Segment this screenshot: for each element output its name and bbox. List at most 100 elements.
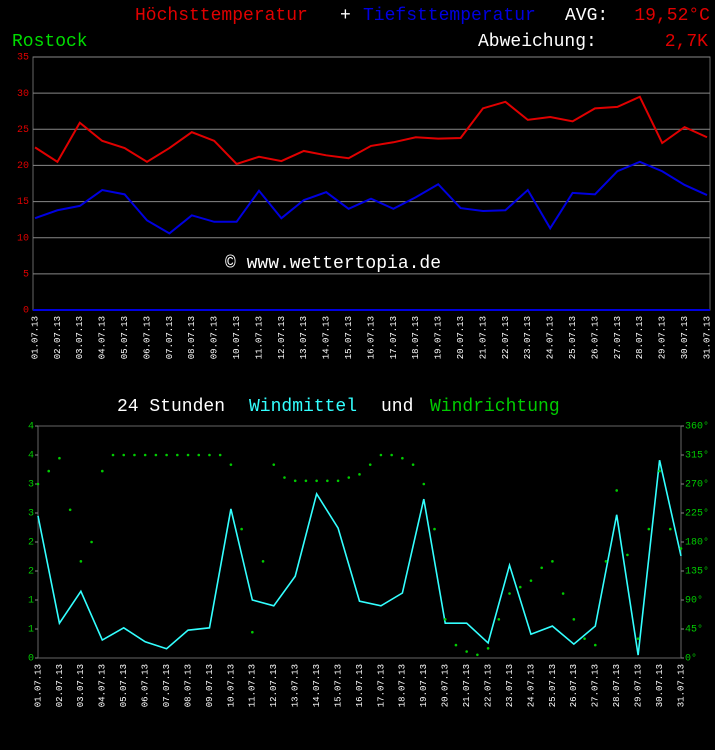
direction-dot: [615, 489, 618, 492]
direction-dot: [154, 453, 158, 457]
direction-dot: [165, 453, 168, 457]
x-tick-label: 25.07.13: [548, 664, 558, 707]
x-tick-label: 01.07.13: [30, 316, 40, 359]
x-tick-label: 08.07.13: [183, 664, 193, 707]
direction-dot: [47, 469, 51, 473]
direction-dot: [658, 469, 661, 473]
direction-dot: [208, 453, 211, 457]
y-tick-label: 15: [17, 197, 29, 208]
series-line: [34, 95, 708, 166]
x-tick-label: 01.07.13: [33, 664, 43, 707]
x-tick-label: 08.07.13: [187, 316, 197, 359]
y-tick-label: 1: [28, 625, 34, 636]
x-tick-label: 15.07.13: [344, 316, 354, 359]
direction-dot: [368, 463, 372, 466]
y-tick-label: 20: [17, 161, 29, 172]
direction-dot: [347, 476, 351, 479]
plot-frame: [37, 425, 682, 659]
y-tick-label: 4: [28, 422, 34, 433]
direction-dot: [379, 453, 383, 457]
direction-dot: [358, 473, 361, 476]
avg-value: 19,52°C: [634, 6, 710, 26]
direction-dot: [122, 453, 126, 457]
direction-dot: [508, 592, 511, 595]
y-tick-label: 2: [28, 538, 34, 549]
legend-label: Tiefsttemperatur: [363, 6, 536, 26]
x-tick-label: 16.07.13: [366, 316, 376, 359]
y2-tick-label: 90°: [685, 595, 703, 607]
direction-dot: [454, 643, 458, 647]
direction-dot: [636, 637, 640, 640]
x-tick-label: 22.07.13: [501, 316, 511, 359]
direction-dot: [272, 463, 276, 466]
y-tick-label: 35: [17, 53, 29, 64]
direction-dot: [283, 476, 286, 479]
legend-label: Höchsttemperatur: [135, 6, 308, 26]
y2-tick-label: 135°: [685, 566, 709, 578]
direction-dot: [561, 592, 565, 595]
direction-dot: [68, 508, 72, 512]
x-tick-label: 20.07.13: [441, 664, 451, 707]
x-tick-label: 31.07.13: [676, 664, 686, 707]
direction-dot: [401, 456, 404, 460]
y-tick-label: 1: [28, 596, 34, 607]
x-tick-label: 16.07.13: [355, 664, 365, 707]
direction-dot: [304, 479, 308, 483]
y2-tick-label: 0°: [685, 653, 697, 665]
x-tick-label: 10.07.13: [226, 664, 236, 707]
direction-dot: [604, 560, 608, 563]
series-line: [37, 460, 682, 656]
x-tick-label: 06.07.13: [141, 664, 151, 707]
x-tick-label: 06.07.13: [142, 316, 152, 359]
x-tick-label: 24.07.13: [546, 316, 556, 359]
x-tick-label: 11.07.13: [248, 664, 258, 707]
x-tick-label: 03.07.13: [76, 664, 86, 707]
direction-dot: [443, 618, 447, 621]
x-tick-label: 05.07.13: [119, 664, 129, 707]
direction-dot: [540, 566, 543, 570]
y-tick-label: 25: [17, 125, 29, 136]
direction-dot: [551, 560, 554, 563]
x-tick-label: 21.07.13: [462, 664, 472, 707]
direction-dot: [315, 479, 318, 483]
direction-dot: [58, 456, 61, 460]
x-tick-label: 19.07.13: [434, 316, 444, 359]
x-tick-label: 26.07.13: [569, 664, 579, 707]
title-join: und: [381, 397, 413, 417]
x-tick-label: 03.07.13: [75, 316, 85, 359]
direction-dot: [176, 453, 179, 457]
x-tick-label: 28.07.13: [635, 316, 645, 359]
x-tick-label: 14.07.13: [322, 316, 332, 359]
y2-tick-label: 315°: [685, 450, 709, 462]
x-tick-label: 23.07.13: [523, 316, 533, 359]
x-tick-label: 27.07.13: [591, 664, 601, 707]
direction-dot: [433, 527, 436, 531]
direction-dot: [626, 553, 629, 557]
y2-tick-label: 270°: [685, 479, 709, 491]
x-tick-label: 09.07.13: [210, 316, 220, 359]
x-tick-label: 02.07.13: [53, 316, 63, 359]
y2-tick-label: 180°: [685, 537, 709, 549]
y-tick-label: 2: [28, 567, 34, 578]
y-tick-label: 4: [28, 451, 34, 462]
x-tick-label: 23.07.13: [505, 664, 515, 707]
direction-dot: [336, 479, 340, 483]
x-tick-label: 17.07.13: [376, 664, 386, 707]
direction-dot: [186, 453, 190, 457]
x-tick-label: 25.07.13: [568, 316, 578, 359]
y-tick-label: 30: [17, 89, 29, 100]
direction-dot: [261, 560, 265, 563]
y-tick-label: 10: [17, 233, 29, 244]
chart-title: 24 Stunden: [117, 397, 225, 417]
direction-dot: [218, 453, 222, 457]
x-tick-label: 20.07.13: [456, 316, 466, 359]
y-tick-label: 3: [28, 480, 34, 491]
direction-dot: [593, 643, 597, 647]
direction-dot: [679, 547, 683, 550]
y-tick-label: 3: [28, 509, 34, 520]
deviation-label: Abweichung:: [478, 32, 597, 52]
direction-dot: [197, 453, 201, 457]
x-tick-label: 04.07.13: [98, 664, 108, 707]
